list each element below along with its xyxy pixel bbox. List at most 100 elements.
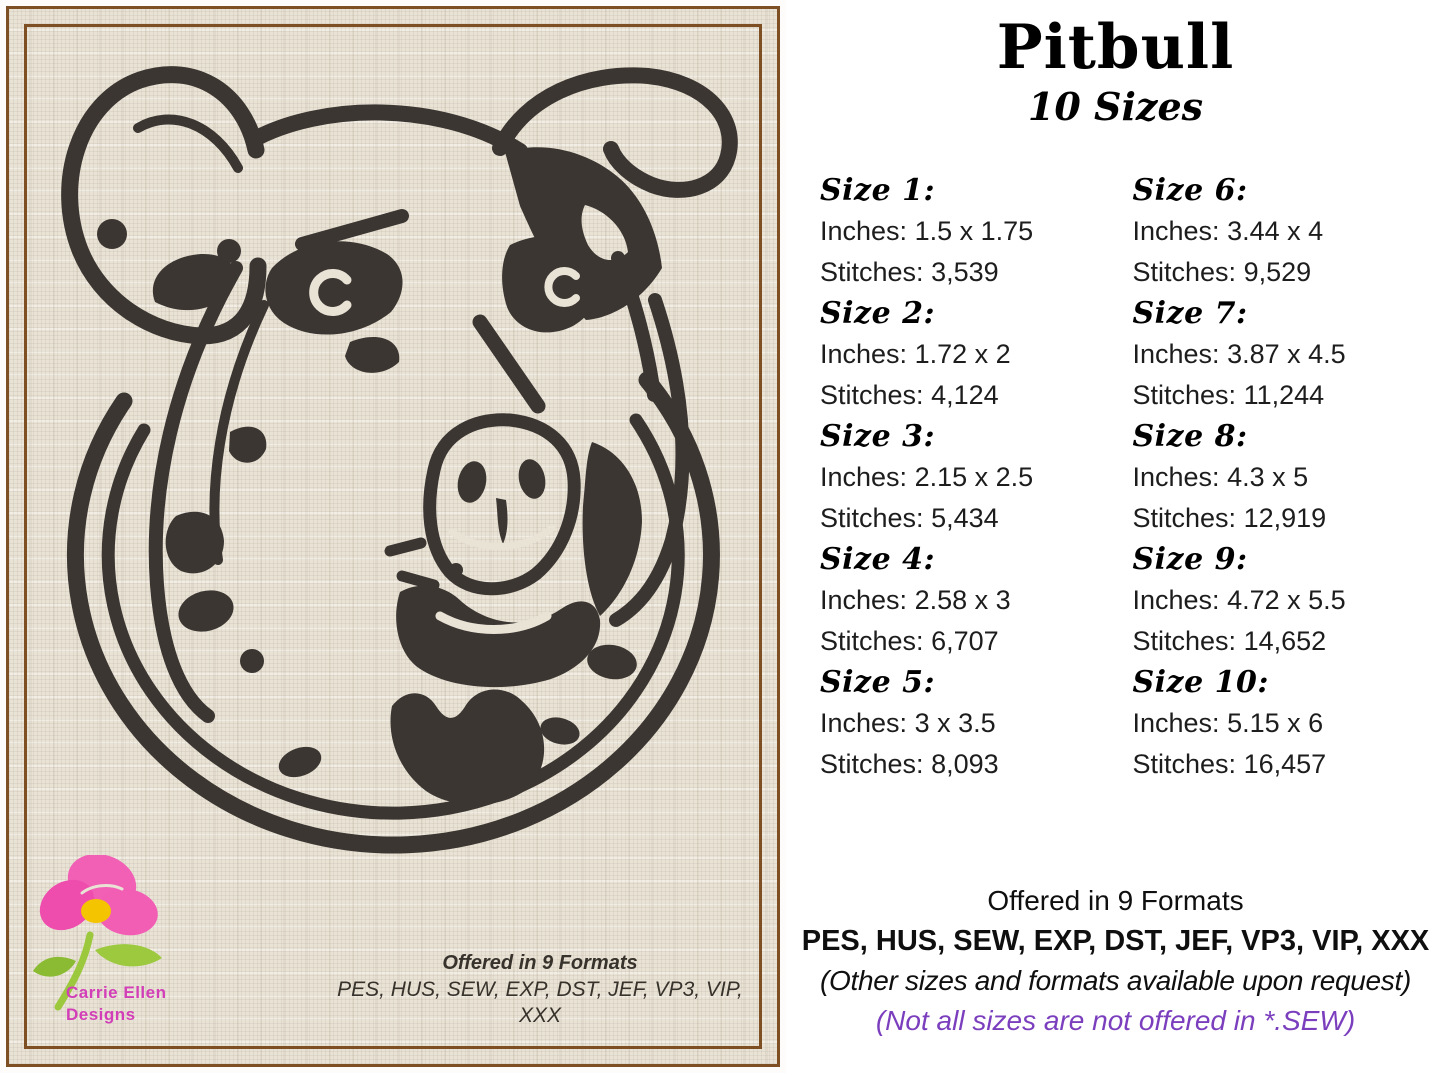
size-block: Size 8: Inches: 4.3 x 5 Stitches: 12,919 bbox=[1133, 416, 1445, 539]
size-inches-line: Inches: 5.15 x 6 bbox=[1133, 703, 1445, 744]
size-stitches-key: Stitches: bbox=[1132, 503, 1237, 533]
formats-list: PES, HUS, SEW, EXP, DST, JEF, VP3, VIP, … bbox=[801, 925, 1430, 957]
brand-name-line1: Carrie Ellen bbox=[66, 983, 167, 1002]
size-inches-key: Inches: bbox=[1132, 462, 1220, 492]
embroidery-mockup-panel: Carrie Ellen Designs Offered in 9 Format… bbox=[6, 6, 780, 1067]
size-stitches-value: 14,652 bbox=[1243, 626, 1327, 656]
subtitle: 10 Sizes bbox=[1027, 84, 1204, 129]
size-inches-key: Inches: bbox=[1132, 339, 1220, 369]
other-sizes-note: (Other sizes and formats available upon … bbox=[819, 965, 1412, 996]
formats-footer: Offered in 9 Formats PES, HUS, SEW, EXP,… bbox=[786, 881, 1445, 1041]
size-block: Size 9: Inches: 4.72 x 5.5 Stitches: 14,… bbox=[1133, 539, 1445, 662]
pink-flower-icon bbox=[33, 855, 162, 1011]
size-inches-value: 1.5 x 1.75 bbox=[914, 216, 1034, 246]
size-inches-key: Inches: bbox=[1132, 216, 1220, 246]
size-inches-key: Inches: bbox=[1132, 585, 1220, 615]
sew-note: (Not all sizes are not offered in *.SEW) bbox=[875, 1005, 1356, 1036]
size-inches-line: Inches: 3.44 x 4 bbox=[1133, 211, 1445, 252]
offered-heading: Offered in 9 Formats bbox=[987, 885, 1244, 916]
size-block: Size 6: Inches: 3.44 x 4 Stitches: 9,529 bbox=[1133, 170, 1445, 293]
size-stitches-line: Stitches: 6,707 bbox=[820, 621, 1133, 662]
size-stitches-line: Stitches: 9,529 bbox=[1133, 252, 1445, 293]
mockup-inner-border bbox=[24, 24, 762, 1049]
size-stitches-value: 4,124 bbox=[931, 380, 999, 410]
size-stitches-line: Stitches: 12,919 bbox=[1133, 498, 1445, 539]
size-stitches-key: Stitches: bbox=[1132, 749, 1237, 779]
size-stitches-line: Stitches: 8,093 bbox=[820, 744, 1133, 785]
size-stitches-line: Stitches: 16,457 bbox=[1133, 744, 1445, 785]
size-stitches-key: Stitches: bbox=[820, 749, 924, 779]
mockup-formats-heading: Offered in 9 Formats bbox=[442, 952, 638, 974]
size-inches-value: 4.72 x 5.5 bbox=[1227, 585, 1346, 615]
size-stitches-value: 12,919 bbox=[1243, 503, 1327, 533]
size-label: Size 2: bbox=[820, 296, 936, 331]
size-inches-key: Inches: bbox=[820, 339, 908, 369]
pitbull-embroidery-design bbox=[61, 66, 738, 854]
size-stitches-key: Stitches: bbox=[820, 626, 924, 656]
info-panel: Pitbull 10 Sizes Size 1: Inches: 1.5 x 1… bbox=[786, 0, 1445, 1073]
size-inches-line: Inches: 1.5 x 1.75 bbox=[820, 211, 1133, 252]
mockup-formats-list: PES, HUS, SEW, EXP, DST, JEF, VP3, VIP, … bbox=[337, 978, 743, 1027]
page-title: Pitbull bbox=[996, 12, 1235, 83]
size-column-1: Size 1: Inches: 1.5 x 1.75 Stitches: 3,5… bbox=[820, 170, 1133, 785]
size-inches-key: Inches: bbox=[820, 585, 908, 615]
size-column-2: Size 6: Inches: 3.44 x 4 Stitches: 9,529… bbox=[1133, 170, 1445, 785]
size-stitches-value: 6,707 bbox=[931, 626, 999, 656]
size-stitches-key: Stitches: bbox=[820, 380, 924, 410]
size-stitches-value: 8,093 bbox=[931, 749, 999, 779]
size-list: Size 1: Inches: 1.5 x 1.75 Stitches: 3,5… bbox=[820, 170, 1445, 785]
size-inches-value: 3.44 x 4 bbox=[1227, 216, 1324, 246]
size-stitches-line: Stitches: 11,244 bbox=[1133, 375, 1445, 416]
size-stitches-key: Stitches: bbox=[1132, 626, 1237, 656]
size-label: Size 1: bbox=[820, 173, 936, 208]
size-inches-line: Inches: 3 x 3.5 bbox=[820, 703, 1133, 744]
size-inches-value: 4.3 x 5 bbox=[1227, 462, 1309, 492]
size-label: Size 9: bbox=[1132, 542, 1248, 577]
size-inches-value: 2.15 x 2.5 bbox=[914, 462, 1034, 492]
size-block: Size 4: Inches: 2.58 x 3 Stitches: 6,707 bbox=[820, 539, 1133, 662]
size-inches-value: 2.58 x 3 bbox=[914, 585, 1011, 615]
size-block: Size 2: Inches: 1.72 x 2 Stitches: 4,124 bbox=[820, 293, 1133, 416]
size-inches-key: Inches: bbox=[820, 708, 908, 738]
size-stitches-key: Stitches: bbox=[1132, 257, 1237, 287]
size-block: Size 7: Inches: 3.87 x 4.5 Stitches: 11,… bbox=[1133, 293, 1445, 416]
size-inches-line: Inches: 2.58 x 3 bbox=[820, 580, 1133, 621]
size-stitches-line: Stitches: 4,124 bbox=[820, 375, 1133, 416]
size-block: Size 1: Inches: 1.5 x 1.75 Stitches: 3,5… bbox=[820, 170, 1133, 293]
brand-name-line2: Designs bbox=[66, 1005, 136, 1024]
size-stitches-value: 11,244 bbox=[1243, 380, 1325, 410]
size-inches-key: Inches: bbox=[820, 462, 908, 492]
size-stitches-key: Stitches: bbox=[820, 257, 924, 287]
size-stitches-line: Stitches: 3,539 bbox=[820, 252, 1133, 293]
mockup-formats-note: Offered in 9 Formats PES, HUS, SEW, EXP,… bbox=[322, 950, 758, 1029]
size-label: Size 5: bbox=[820, 665, 936, 700]
size-inches-line: Inches: 1.72 x 2 bbox=[820, 334, 1133, 375]
size-label: Size 8: bbox=[1132, 419, 1248, 454]
size-stitches-key: Stitches: bbox=[820, 503, 924, 533]
size-block: Size 10: Inches: 5.15 x 6 Stitches: 16,4… bbox=[1133, 662, 1445, 785]
size-inches-line: Inches: 4.3 x 5 bbox=[1133, 457, 1445, 498]
size-inches-line: Inches: 2.15 x 2.5 bbox=[820, 457, 1133, 498]
size-inches-value: 1.72 x 2 bbox=[914, 339, 1011, 369]
size-label: Size 3: bbox=[820, 419, 936, 454]
size-inches-line: Inches: 3.87 x 4.5 bbox=[1133, 334, 1445, 375]
size-inches-key: Inches: bbox=[820, 216, 908, 246]
size-stitches-value: 5,434 bbox=[931, 503, 999, 533]
size-stitches-value: 16,457 bbox=[1243, 749, 1327, 779]
size-label: Size 6: bbox=[1132, 173, 1248, 208]
size-inches-line: Inches: 4.72 x 5.5 bbox=[1133, 580, 1445, 621]
size-block: Size 5: Inches: 3 x 3.5 Stitches: 8,093 bbox=[820, 662, 1133, 785]
size-label: Size 4: bbox=[820, 542, 936, 577]
size-stitches-line: Stitches: 5,434 bbox=[820, 498, 1133, 539]
size-inches-key: Inches: bbox=[1132, 708, 1220, 738]
size-label: Size 10: bbox=[1132, 665, 1269, 700]
size-stitches-key: Stitches: bbox=[1132, 380, 1237, 410]
size-stitches-value: 3,539 bbox=[931, 257, 999, 287]
size-stitches-line: Stitches: 14,652 bbox=[1133, 621, 1445, 662]
size-stitches-value: 9,529 bbox=[1243, 257, 1312, 287]
size-inches-value: 3.87 x 4.5 bbox=[1227, 339, 1346, 369]
brand-name: Carrie Ellen Designs bbox=[66, 982, 167, 1026]
size-block: Size 3: Inches: 2.15 x 2.5 Stitches: 5,4… bbox=[820, 416, 1133, 539]
size-inches-value: 5.15 x 6 bbox=[1227, 708, 1324, 738]
size-label: Size 7: bbox=[1132, 296, 1248, 331]
